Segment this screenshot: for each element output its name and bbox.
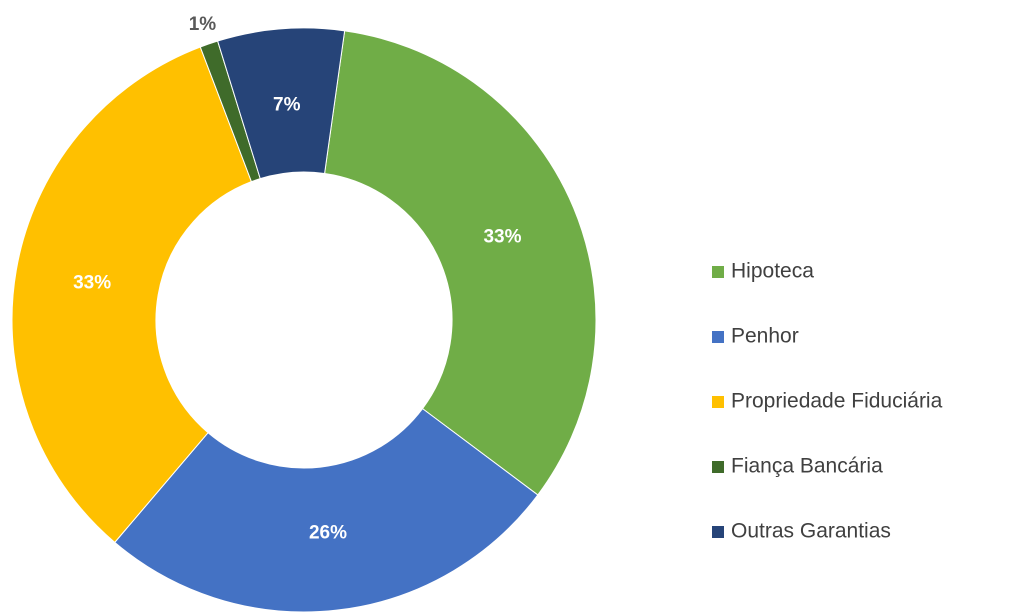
- donut-slice: [324, 30, 597, 496]
- legend-swatch: [712, 461, 724, 473]
- legend-swatch: [712, 331, 724, 343]
- data-label: 1%: [189, 14, 217, 35]
- donut-slice: [11, 46, 253, 544]
- legend-swatch: [712, 526, 724, 538]
- data-label: 26%: [309, 523, 347, 544]
- legend-swatch: [712, 266, 724, 278]
- legend-label: Hipoteca: [731, 260, 814, 283]
- data-label: 7%: [273, 95, 301, 116]
- donut-slice: [217, 27, 346, 180]
- legend-swatch: [712, 396, 724, 408]
- legend-label: Propriedade Fiduciária: [731, 390, 943, 413]
- legend-label: Fiança Bancária: [731, 455, 883, 478]
- legend-label: Penhor: [731, 325, 799, 348]
- data-label: 33%: [73, 272, 111, 293]
- donut-slice: [114, 407, 539, 613]
- data-label: 33%: [483, 226, 521, 247]
- legend-label: Outras Garantias: [731, 520, 891, 543]
